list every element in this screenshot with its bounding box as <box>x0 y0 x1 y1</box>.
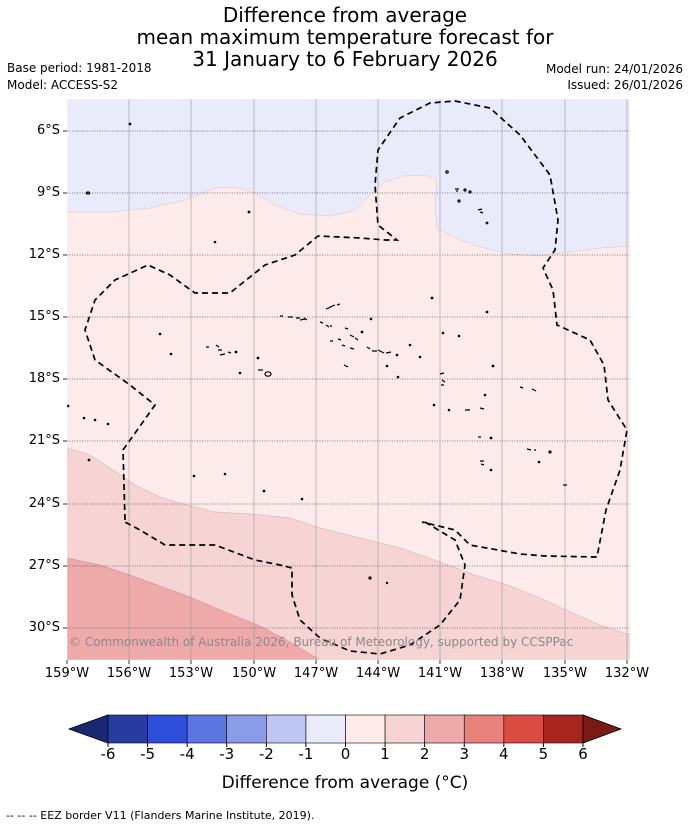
issued-date: Issued: 26/01/2026 <box>567 78 683 92</box>
colorbar-bin <box>424 714 465 744</box>
lat-label: 18°S <box>28 371 60 386</box>
meridians <box>128 99 628 660</box>
eez-french-polynesia <box>84 100 628 558</box>
title-line-2: mean maximum temperature forecast for <box>136 25 554 49</box>
eez-footnote: -- -- -- EEZ border V11 (Flanders Marine… <box>6 809 315 822</box>
colorbar-tick-label: -4 <box>179 745 195 763</box>
lat-label: 15°S <box>28 309 60 324</box>
colorbar-over-arrow <box>582 714 623 744</box>
title-line-1: Difference from average <box>222 3 468 27</box>
colorbar-tick-label: 3 <box>459 745 470 763</box>
eez-pitcairn <box>124 521 466 655</box>
lon-label: 150°W <box>231 666 277 681</box>
colorbar-tick-label: -6 <box>100 745 116 763</box>
lon-label: 153°W <box>168 666 214 681</box>
colorbar-bin <box>463 714 505 744</box>
colorbar-bin <box>543 714 584 744</box>
title-line-3: 31 January to 6 February 2026 <box>192 47 498 71</box>
lon-label: 156°W <box>106 666 152 681</box>
lon-label: 147°W <box>293 666 339 681</box>
colorbar-tick-label: -2 <box>258 745 274 763</box>
colorbar-bin <box>384 714 425 744</box>
colorbar-tick-label: -1 <box>298 745 314 763</box>
base-period: Base period: 1981-2018 <box>7 61 152 75</box>
lat-label: 9°S <box>36 185 60 200</box>
colorbar-tick-label: 5 <box>538 745 549 763</box>
lon-label: 144°W <box>355 666 401 681</box>
colorbar-tick-label: 2 <box>419 745 430 763</box>
colorbar-bin <box>186 714 228 744</box>
model-run: Model run: 24/01/2026 <box>545 62 683 76</box>
colorbar-bin <box>305 714 346 744</box>
lat-label: 12°S <box>28 247 60 262</box>
lon-label: 138°W <box>479 666 525 681</box>
colorbar-tick-label: -5 <box>140 745 156 763</box>
colorbar <box>67 714 623 747</box>
eez-borders <box>84 100 628 655</box>
colorbar-tick-label: 4 <box>499 745 509 763</box>
lon-label: 135°W <box>542 666 588 681</box>
colorbar-bin <box>345 714 386 744</box>
lat-label: 24°S <box>28 496 60 511</box>
colorbar-tick-label: 1 <box>380 745 390 763</box>
colorbar-under-arrow <box>67 714 109 744</box>
colorbar-bin <box>147 714 188 744</box>
islands <box>67 122 567 585</box>
colorbar-tick-label: 6 <box>578 745 588 763</box>
lon-label: 159°W <box>44 666 90 681</box>
lon-label: 141°W <box>417 666 463 681</box>
colorbar-bin <box>107 714 148 744</box>
copyright-credit: © Commonwealth of Australia 2026, Bureau… <box>69 635 574 649</box>
colorbar-bin <box>503 714 544 744</box>
lon-label: 132°W <box>604 666 650 681</box>
colorbar-tick-label: 0 <box>340 745 351 763</box>
colorbar-bin <box>226 714 267 744</box>
lat-label: 27°S <box>28 558 60 573</box>
lat-label: 6°S <box>36 123 60 138</box>
lat-label: 21°S <box>28 433 60 448</box>
colorbar-title: Difference from average (°C) <box>221 773 469 793</box>
lat-label: 30°S <box>28 620 60 635</box>
region-pos-2-3 <box>67 557 321 660</box>
model-name: Model: ACCESS-S2 <box>7 78 119 92</box>
colorbar-tick-label: -3 <box>219 745 235 763</box>
axis-ticks <box>63 130 628 664</box>
colorbar-bin <box>266 714 307 744</box>
